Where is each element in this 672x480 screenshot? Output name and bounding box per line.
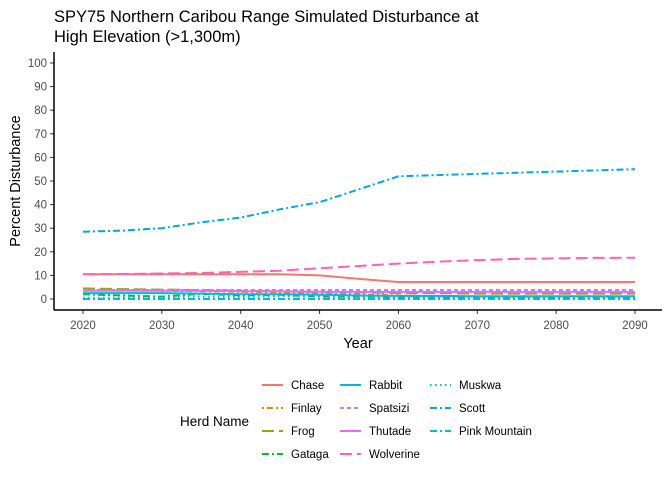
x-tick-label: 2040: [228, 320, 254, 332]
legend-label-wolverine: Wolverine: [369, 449, 420, 461]
y-axis-ticks: 0 10 20 30 40 50 60 70 80 90 100: [28, 58, 54, 306]
x-tick-label: 2090: [622, 320, 648, 332]
x-tick-label: 2050: [307, 320, 333, 332]
y-tick-label: 0: [41, 294, 47, 306]
y-tick-label: 100: [28, 58, 47, 70]
y-tick-label: 70: [34, 129, 47, 141]
y-tick-label: 10: [34, 270, 47, 282]
y-tick-label: 90: [34, 82, 47, 94]
legend-label-thutade: Thutade: [369, 426, 411, 438]
x-tick-label: 2080: [543, 320, 569, 332]
series-line-chase: [83, 273, 635, 283]
legend-label-pink-mountain: Pink Mountain: [459, 426, 532, 438]
series-line-scott: [82, 168, 636, 233]
y-tick-label: 20: [34, 247, 47, 259]
y-tick-label: 30: [34, 223, 47, 235]
chart-title: SPY75 Northern Caribou Range Simulated D…: [54, 8, 479, 46]
x-tick-label: 2060: [386, 320, 412, 332]
x-tick-label: 2030: [149, 320, 175, 332]
legend-label-spatsizi: Spatsizi: [369, 403, 409, 415]
series-line-muskwa: [83, 295, 635, 300]
x-tick-label: 2070: [464, 320, 490, 332]
y-tick-label: 40: [34, 200, 47, 212]
legend-label-rabbit: Rabbit: [369, 380, 403, 392]
series-line-thutade: [83, 289, 635, 293]
y-tick-label: 50: [34, 176, 47, 188]
x-axis-ticks: 2020 2030 2040 2050 2060 2070 2080 2090: [70, 310, 648, 332]
legend-label-scott: Scott: [459, 403, 486, 415]
y-axis-title: Percent Disturbance: [8, 115, 24, 246]
y-tick-label: 80: [34, 105, 47, 117]
legend-label-gataga: Gataga: [291, 449, 329, 461]
x-tick-label: 2020: [70, 320, 96, 332]
y-tick-label: 60: [34, 152, 47, 164]
chart-title-line-2: High Elevation (>1,300m): [54, 28, 241, 46]
series-line-wolverine: [82, 256, 636, 276]
legend-label-muskwa: Muskwa: [459, 380, 502, 392]
series-lines: [82, 168, 636, 300]
chart-title-line-1: SPY75 Northern Caribou Range Simulated D…: [54, 8, 479, 26]
legend-title: Herd Name: [180, 414, 249, 429]
legend-label-chase: Chase: [291, 380, 324, 392]
legend: Chase Finlay Frog Gataga Rabbit Spatsizi Thuta…: [262, 380, 532, 461]
series-line-rabbit: [83, 292, 635, 298]
legend-label-frog: Frog: [291, 426, 315, 438]
legend-label-finlay: Finlay: [291, 403, 322, 415]
x-axis-title: Year: [343, 336, 372, 352]
